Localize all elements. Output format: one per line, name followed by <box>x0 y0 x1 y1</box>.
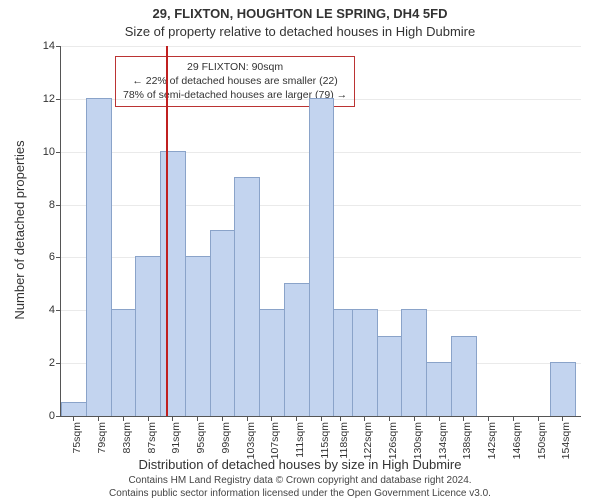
x-tick-mark <box>296 416 297 421</box>
histogram-bar <box>333 309 353 416</box>
histogram-bar <box>210 230 236 416</box>
footer-line-1: Contains HM Land Registry data © Crown c… <box>0 475 600 488</box>
x-tick-label: 126sqm <box>387 422 399 459</box>
x-tick-mark <box>538 416 539 421</box>
annotation-line-1: 29 FLIXTON: 90sqm <box>123 60 347 74</box>
x-tick-label: 107sqm <box>269 422 281 459</box>
y-tick-label: 0 <box>49 410 55 422</box>
x-tick-label: 154sqm <box>560 422 572 459</box>
x-tick-mark <box>321 416 322 421</box>
x-tick-label: 91sqm <box>170 422 182 454</box>
histogram-bar <box>135 256 161 416</box>
x-axis-label: Distribution of detached houses by size … <box>0 457 600 472</box>
histogram-bar <box>111 309 137 416</box>
gridline-h <box>61 46 581 47</box>
x-tick-mark <box>98 416 99 421</box>
x-tick-mark <box>439 416 440 421</box>
x-tick-label: 99sqm <box>220 422 232 454</box>
x-tick-mark <box>73 416 74 421</box>
x-tick-mark <box>414 416 415 421</box>
histogram-bar <box>309 98 335 416</box>
y-tick-mark <box>56 46 61 47</box>
chart-title: 29, FLIXTON, HOUGHTON LE SPRING, DH4 5FD <box>0 6 600 21</box>
x-tick-label: 130sqm <box>412 422 424 459</box>
x-tick-label: 79sqm <box>96 422 108 454</box>
x-tick-label: 142sqm <box>486 422 498 459</box>
x-tick-mark <box>340 416 341 421</box>
x-tick-label: 75sqm <box>71 422 83 454</box>
x-tick-label: 138sqm <box>461 422 473 459</box>
x-tick-mark <box>271 416 272 421</box>
x-tick-label: 111sqm <box>294 422 306 458</box>
x-tick-mark <box>172 416 173 421</box>
y-tick-mark <box>56 310 61 311</box>
x-tick-label: 115sqm <box>319 422 331 459</box>
plot-area: 29 FLIXTON: 90sqm ← 22% of detached hous… <box>60 46 581 417</box>
y-axis-label: Number of detached properties <box>12 140 27 319</box>
marker-line <box>166 46 168 416</box>
x-tick-label: 83sqm <box>121 422 133 454</box>
x-tick-mark <box>364 416 365 421</box>
histogram-bar <box>451 336 477 416</box>
y-tick-label: 8 <box>49 199 55 211</box>
y-tick-mark <box>56 363 61 364</box>
y-tick-label: 2 <box>49 357 55 369</box>
y-tick-label: 4 <box>49 304 55 316</box>
chart-footer: Contains HM Land Registry data © Crown c… <box>0 475 600 500</box>
histogram-bar <box>86 98 112 416</box>
chart-container: 29, FLIXTON, HOUGHTON LE SPRING, DH4 5FD… <box>0 0 600 500</box>
x-tick-mark <box>389 416 390 421</box>
histogram-bar <box>284 283 310 416</box>
x-tick-mark <box>123 416 124 421</box>
histogram-bar <box>401 309 427 416</box>
x-tick-mark <box>513 416 514 421</box>
x-tick-label: 87sqm <box>146 422 158 454</box>
x-tick-mark <box>148 416 149 421</box>
y-tick-label: 14 <box>43 40 55 52</box>
y-tick-mark <box>56 205 61 206</box>
y-tick-mark <box>56 416 61 417</box>
histogram-bar <box>352 309 378 416</box>
y-tick-label: 6 <box>49 251 55 263</box>
y-tick-label: 12 <box>43 93 55 105</box>
histogram-bar <box>377 336 403 416</box>
x-tick-mark <box>463 416 464 421</box>
y-tick-mark <box>56 152 61 153</box>
histogram-bar <box>234 177 260 416</box>
x-tick-label: 150sqm <box>536 422 548 459</box>
x-tick-mark <box>247 416 248 421</box>
y-tick-mark <box>56 99 61 100</box>
x-tick-label: 146sqm <box>511 422 523 459</box>
histogram-bar <box>550 362 576 416</box>
y-tick-mark <box>56 257 61 258</box>
chart-subtitle: Size of property relative to detached ho… <box>0 24 600 39</box>
x-tick-mark <box>197 416 198 421</box>
histogram-bar <box>61 402 87 416</box>
footer-line-2: Contains public sector information licen… <box>0 488 600 500</box>
x-tick-label: 122sqm <box>362 422 374 459</box>
histogram-bar <box>259 309 285 416</box>
annotation-line-2: ← 22% of detached houses are smaller (22… <box>123 74 347 88</box>
histogram-bar <box>426 362 452 416</box>
x-tick-mark <box>488 416 489 421</box>
histogram-bar <box>160 151 186 416</box>
x-tick-label: 118sqm <box>338 422 350 459</box>
x-tick-mark <box>222 416 223 421</box>
x-tick-label: 103sqm <box>245 422 257 459</box>
x-tick-label: 95sqm <box>195 422 207 454</box>
x-tick-label: 134sqm <box>437 422 449 459</box>
histogram-bar <box>185 256 211 416</box>
y-tick-label: 10 <box>43 146 55 158</box>
x-tick-mark <box>562 416 563 421</box>
